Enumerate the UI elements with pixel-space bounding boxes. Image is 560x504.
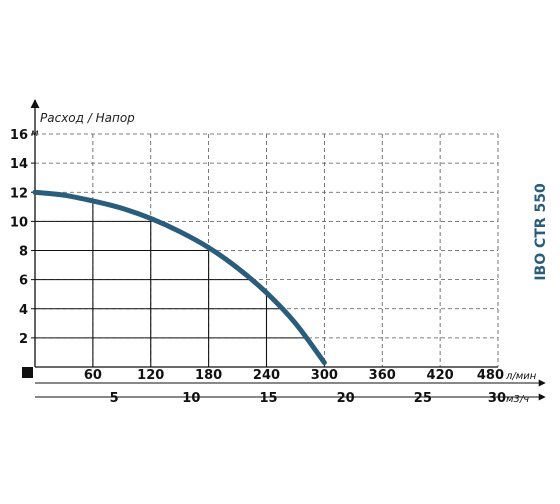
x-tick-label-lpm: 300: [311, 368, 338, 383]
x-tick-label-lpm: 180: [195, 368, 222, 383]
x-tick-label-m3h: 15: [259, 391, 277, 406]
x-tick-label-lpm: 420: [427, 368, 454, 383]
y-tick-labels: 2 4 6 8 10 12 14 16: [10, 128, 35, 347]
x-axis-unit-m3h: м3/ч: [506, 394, 529, 405]
x-tick-label-m3h: 25: [414, 391, 432, 406]
x-tick-label-lpm: 240: [253, 368, 280, 383]
y-tick-label: 4: [19, 303, 28, 318]
solid-grid-under-curve: [35, 200, 325, 367]
y-tick-label: 12: [10, 186, 28, 201]
x-tick-label-lpm: 360: [369, 368, 396, 383]
x-tick-label-m3h: 5: [110, 391, 119, 406]
x-tick-labels-m3h: 5 10 15 20 25 30: [110, 391, 506, 406]
chart-title: Расход / Напор: [40, 111, 135, 125]
origin-marker: [22, 367, 33, 378]
x-tick-label-lpm: 60: [84, 368, 102, 383]
performance-curve: [32, 189, 327, 366]
y-tick-label: 8: [19, 245, 28, 260]
y-tick-label: 14: [10, 157, 28, 172]
x-tick-label-lpm: 120: [137, 368, 164, 383]
y-tick-label: 16: [10, 128, 28, 143]
x-tick-label-m3h: 10: [182, 391, 200, 406]
y-tick-label: 10: [10, 215, 28, 230]
y-tick-label: 2: [19, 332, 28, 347]
x-tick-label-m3h: 20: [337, 391, 355, 406]
y-tick-label: 6: [19, 274, 28, 289]
x-axis-unit-lpm: л/мин: [505, 371, 537, 382]
x-tick-labels-lpm: 60 120 180 240 300 360 420 480: [84, 368, 504, 383]
y-axis-unit: м: [31, 128, 39, 139]
x-tick-label-m3h: 30: [488, 391, 506, 406]
x-tick-label-lpm: 480: [477, 368, 504, 383]
model-label: IBO CTR 550: [533, 183, 549, 281]
